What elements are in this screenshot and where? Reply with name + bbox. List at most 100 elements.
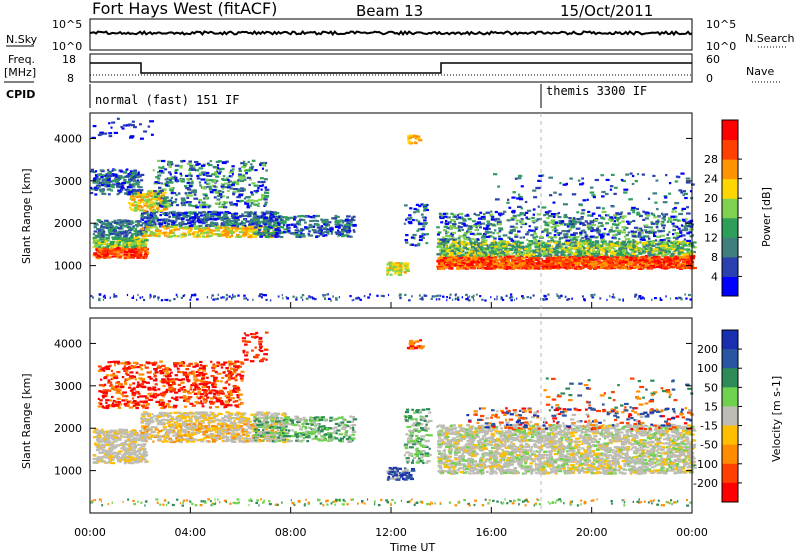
range-gate-cell [174, 178, 177, 181]
range-gate-cell [170, 161, 173, 164]
range-gate-cell [201, 232, 205, 235]
range-gate-cell [131, 241, 135, 245]
range-gate-cell [456, 248, 460, 251]
range-gate-cell [188, 169, 192, 172]
range-gate-cell [162, 208, 168, 211]
range-gate-cell [168, 235, 173, 238]
range-gate-cell [94, 181, 98, 184]
range-gate-cell [231, 220, 235, 223]
range-gate-cell [592, 266, 596, 269]
range-gate-cell [136, 222, 140, 225]
range-gate-cell [198, 173, 202, 176]
range-gate-cell [249, 166, 252, 169]
range-gate-cell [190, 174, 193, 178]
range-gate-cell [161, 203, 165, 206]
range-gate-cell [558, 242, 563, 246]
range-gate-cell [490, 247, 494, 250]
range-gate-cell [561, 263, 566, 267]
range-gate-cell [674, 242, 677, 245]
range-gate-cell [110, 126, 113, 129]
range-gate-cell [151, 217, 156, 220]
range-gate-cell [251, 222, 254, 225]
range-gate-cell [186, 196, 190, 199]
range-gate-cell [255, 223, 259, 226]
range-gate-cell [582, 260, 587, 263]
range-gate-cell [614, 260, 618, 263]
range-gate-cell [181, 201, 185, 204]
range-gate-cell [491, 260, 496, 263]
range-gate-cell [123, 250, 129, 254]
range-gate-cell [454, 258, 460, 261]
range-gate-cell [397, 271, 400, 274]
range-gate-cell [555, 257, 559, 260]
range-gate-cell [155, 190, 160, 193]
range-gate-cell [103, 232, 106, 235]
range-gate-cell [220, 185, 225, 188]
range-gate-cell [238, 169, 242, 172]
range-gate-cell [676, 266, 679, 270]
range-gate-cell [517, 264, 521, 267]
range-gate-cell [319, 233, 324, 236]
range-gate-cell [294, 229, 299, 232]
range-gate-cell [537, 254, 542, 257]
range-gate-cell [250, 191, 254, 194]
range-gate-cell [421, 216, 426, 219]
range-gate-cell [457, 260, 462, 263]
range-gate-cell [202, 193, 208, 196]
range-gate-cell [119, 185, 122, 188]
range-gate-cell [537, 260, 540, 263]
range-gate-cell [503, 256, 507, 259]
range-gate-cell [448, 254, 452, 257]
range-gate-cell [92, 236, 98, 239]
range-gate-cell [228, 201, 233, 204]
range-gate-cell [117, 175, 123, 178]
range-gate-cell [143, 234, 148, 237]
range-gate-cell [452, 260, 458, 263]
range-gate-cell [508, 263, 513, 266]
range-gate-cell [117, 243, 121, 246]
range-gate-cell [102, 226, 106, 229]
range-gate-cell [128, 178, 133, 181]
range-gate-cell [158, 195, 162, 198]
range-gate-cell [417, 228, 423, 231]
range-gate-cell [541, 267, 545, 270]
range-gate-cell [97, 229, 101, 232]
range-gate-cell [221, 234, 225, 237]
range-gate-cell [596, 254, 599, 257]
range-gate-cell [622, 243, 627, 246]
range-gate-cell [507, 261, 512, 264]
range-gate-cell [161, 195, 164, 198]
range-gate-cell [344, 229, 349, 233]
range-gate-cell [234, 220, 238, 223]
range-gate-cell [276, 223, 281, 226]
range-gate-cell [260, 177, 264, 180]
range-gate-cell [136, 247, 141, 250]
range-gate-cell [411, 219, 415, 222]
range-gate-cell [116, 193, 120, 196]
range-gate-cell [263, 216, 268, 219]
range-gate-cell [528, 254, 533, 257]
range-gate-cell [250, 193, 254, 196]
range-gate-cell [528, 256, 532, 259]
range-gate-cell [236, 196, 241, 199]
range-gate-cell [323, 234, 328, 237]
range-gate-cell [119, 170, 124, 173]
range-gate-cell [511, 255, 515, 258]
range-gate-cell [576, 241, 580, 244]
range-gate-cell [473, 257, 479, 260]
range-gate-cell [405, 269, 411, 272]
range-gate-cell [106, 223, 110, 226]
range-gate-cell [629, 248, 632, 251]
range-gate-cell [296, 222, 300, 225]
range-gate-cell [245, 172, 248, 175]
range-gate-cell [187, 201, 192, 204]
range-gate-cell [141, 244, 147, 247]
range-gate-cell [142, 212, 146, 215]
range-gate-cell [643, 257, 646, 260]
range-gate-cell [168, 177, 173, 180]
range-gate-cell [128, 252, 131, 256]
range-gate-cell [268, 226, 274, 229]
range-gate-cell [610, 258, 615, 262]
range-gate-cell [126, 232, 130, 235]
range-gate-cell [579, 255, 584, 258]
